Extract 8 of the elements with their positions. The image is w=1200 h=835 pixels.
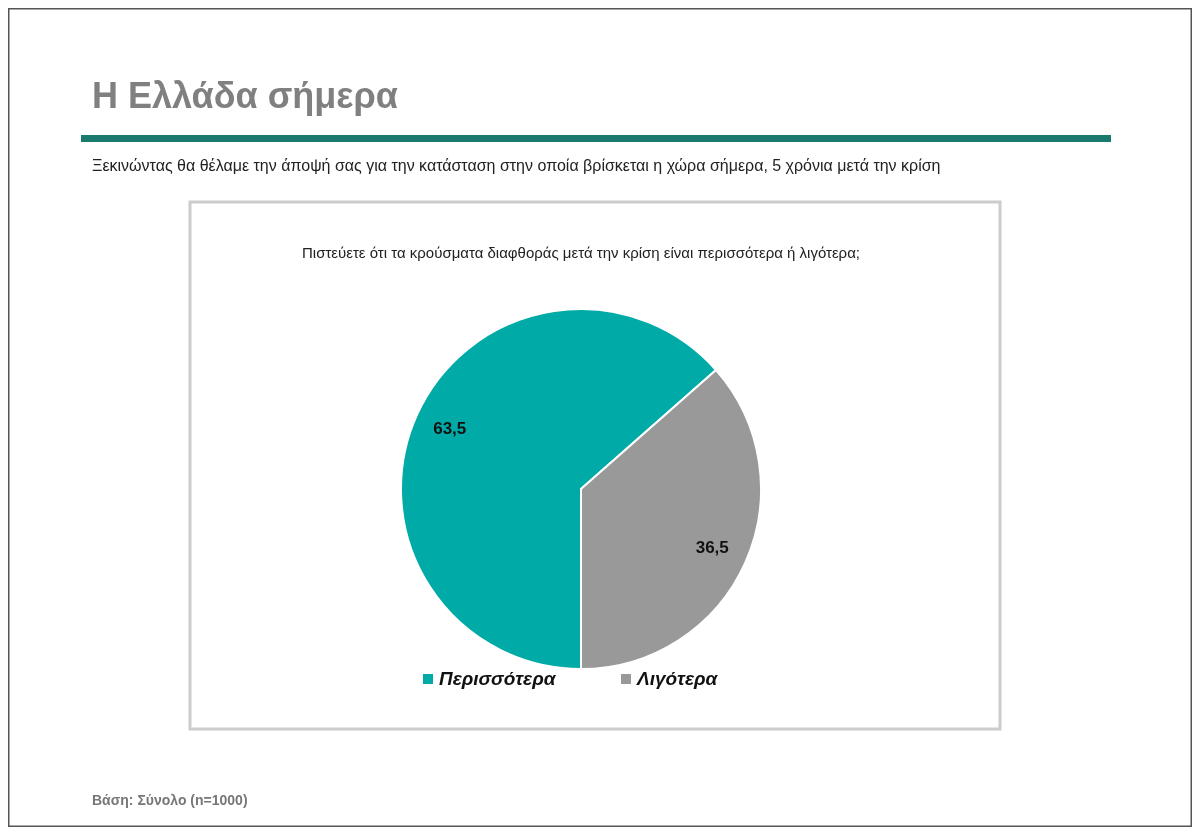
legend-label: Λιγότερα <box>636 668 719 690</box>
legend-label: Περισσότερα <box>439 668 557 690</box>
data-label: 63,5 <box>433 419 467 439</box>
data-label: 36,5 <box>695 537 729 557</box>
text: Βάση: Σύνολο (n=1000) <box>92 792 248 808</box>
chart-title: Η Ελλάδα σήμερα <box>92 75 398 116</box>
text: Πιστεύετε ότι τα κρούσματα διαφθοράς μετά την κρίση είναι περισσότερα ή λιγότερα; <box>301 244 861 261</box>
chart-subtitle: Ξεκινώντας θα θέλαμε την άποψή σας για την κατάσταση στην οποία βρίσκεται η χώρα σήμερα, 5 χρόνια μετά την κρίση <box>92 157 941 174</box>
